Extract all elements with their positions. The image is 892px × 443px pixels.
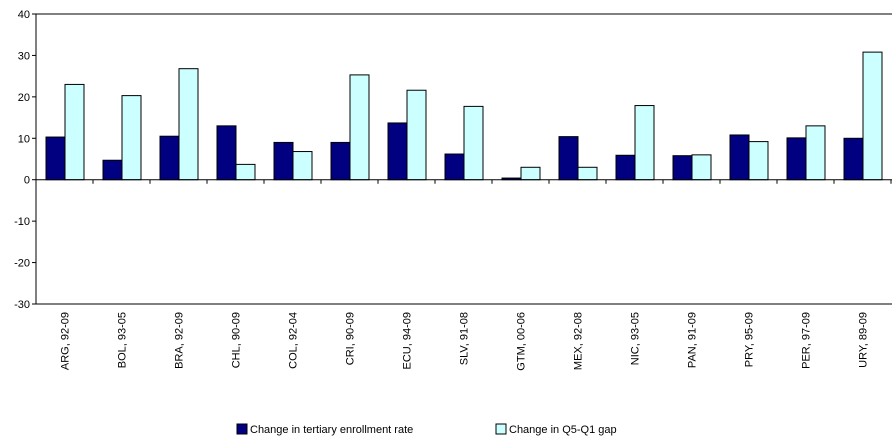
bar bbox=[729, 134, 750, 181]
bar bbox=[463, 105, 484, 181]
y-tick-label: -30 bbox=[14, 299, 30, 311]
bar bbox=[577, 166, 598, 181]
bar bbox=[843, 137, 864, 181]
bar bbox=[634, 105, 655, 181]
bar bbox=[672, 155, 693, 181]
bar bbox=[691, 154, 712, 181]
x-tick-label: COL, 92-04 bbox=[288, 312, 300, 369]
x-tick-label: BOL, 93-05 bbox=[117, 312, 129, 368]
bar bbox=[45, 136, 66, 181]
legend-swatch bbox=[495, 423, 507, 435]
x-tick-label: ECU, 94-09 bbox=[402, 312, 414, 369]
bar bbox=[786, 137, 807, 181]
bar bbox=[406, 89, 427, 181]
y-tick-label: 0 bbox=[24, 175, 30, 187]
legend-label: Change in Q5-Q1 gap bbox=[509, 424, 617, 436]
x-tick-label: NIC, 93-05 bbox=[630, 312, 642, 365]
bar bbox=[330, 141, 351, 181]
bar bbox=[520, 166, 541, 181]
bar bbox=[349, 74, 370, 181]
bar bbox=[615, 154, 636, 181]
y-tick-label: 40 bbox=[18, 9, 30, 21]
x-tick-label: URY, 89-09 bbox=[858, 312, 870, 368]
x-tick-label: MEX, 92-08 bbox=[573, 312, 585, 370]
bar bbox=[444, 153, 465, 181]
x-tick-label: BRA, 92-09 bbox=[174, 312, 186, 369]
x-tick-label: CRI, 90-09 bbox=[345, 312, 357, 365]
bar bbox=[159, 135, 180, 181]
bar bbox=[292, 151, 313, 181]
legend-label: Change in tertiary enrollment rate bbox=[250, 424, 413, 436]
x-tick-label: CHL, 90-09 bbox=[231, 312, 243, 368]
bar bbox=[748, 141, 769, 181]
x-tick-label: PRY, 95-09 bbox=[744, 312, 756, 367]
bar bbox=[64, 83, 85, 181]
y-tick-label: 30 bbox=[18, 50, 30, 62]
y-tick-label: 20 bbox=[18, 92, 30, 104]
x-tick-label: PAN, 91-09 bbox=[687, 312, 699, 368]
bar bbox=[273, 141, 294, 181]
bar bbox=[558, 136, 579, 181]
bar bbox=[862, 51, 883, 181]
y-tick-label: 10 bbox=[18, 133, 30, 145]
bar bbox=[216, 125, 237, 181]
bar bbox=[805, 125, 826, 181]
y-tick-label: -20 bbox=[14, 258, 30, 270]
x-tick-label: PER, 97-09 bbox=[801, 312, 813, 369]
bar bbox=[235, 163, 256, 181]
x-tick-label: SLV, 91-08 bbox=[459, 312, 471, 365]
bar bbox=[178, 68, 199, 181]
bar bbox=[121, 95, 142, 181]
x-tick-label: ARG, 92-09 bbox=[60, 312, 72, 370]
x-tick-label: GTM, 00-06 bbox=[516, 312, 528, 371]
bar bbox=[102, 159, 123, 181]
y-tick-label: -10 bbox=[14, 216, 30, 228]
legend-swatch bbox=[236, 423, 248, 435]
bar bbox=[387, 122, 408, 181]
